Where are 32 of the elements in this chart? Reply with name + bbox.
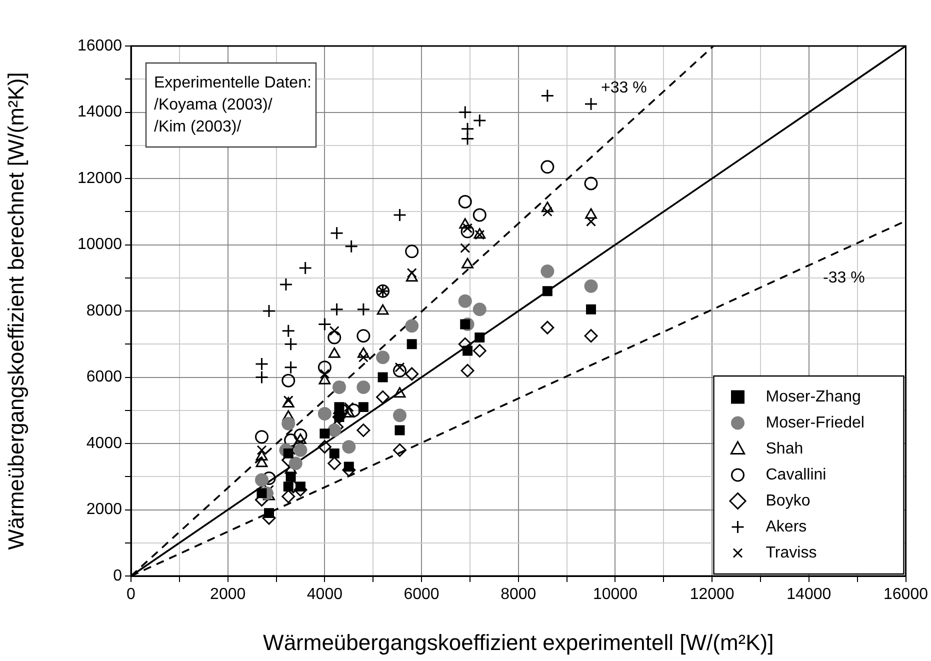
x-axis-title: Wärmeübergangskoeffizient experimentell [W/(m²K)] — [263, 630, 774, 655]
x-tick-label: 12000 — [690, 586, 734, 604]
y-tick-label: 14000 — [78, 104, 122, 121]
y-tick-label: 10000 — [78, 236, 122, 254]
legend-label: Cavallini — [766, 466, 826, 484]
annotation: Experimentelle Daten: — [154, 74, 312, 92]
y-tick-label: 12000 — [78, 170, 122, 187]
y-tick-label: 0 — [113, 567, 122, 584]
x-tick-label: 0 — [126, 586, 136, 604]
x-tick-label: 2000 — [210, 586, 246, 604]
y-tick-label: 2000 — [86, 501, 122, 518]
x-tick-label: 6000 — [404, 586, 440, 604]
annotation: -33 % — [823, 269, 865, 286]
annotation: /Kim (2003)/ — [154, 118, 242, 136]
x-tick-label: 4000 — [306, 586, 343, 604]
annotation: /Koyama (2003)/ — [154, 96, 273, 114]
annotation: +33 % — [601, 79, 647, 96]
x-tick-label: 14000 — [786, 586, 832, 604]
legend-label: Akers — [766, 518, 807, 536]
legend-label: Moser-Friedel — [766, 414, 864, 432]
legend-label: Boyko — [766, 492, 810, 510]
x-tick-label: 16000 — [884, 586, 928, 604]
y-axis-title: Wärmeübergangskoeffizient berechnet [W/(m²K)] — [3, 72, 28, 550]
legend-label: Moser-Zhang — [766, 388, 861, 406]
y-tick-label: 16000 — [78, 37, 122, 54]
x-tick-label: 10000 — [592, 586, 638, 604]
legend-label: Shah — [766, 440, 804, 458]
y-tick-label: 4000 — [86, 434, 122, 452]
legend-label: Traviss — [766, 544, 817, 562]
x-tick-label: 8000 — [500, 586, 536, 604]
y-tick-label: 6000 — [86, 368, 122, 386]
y-tick-label: 8000 — [86, 302, 122, 320]
